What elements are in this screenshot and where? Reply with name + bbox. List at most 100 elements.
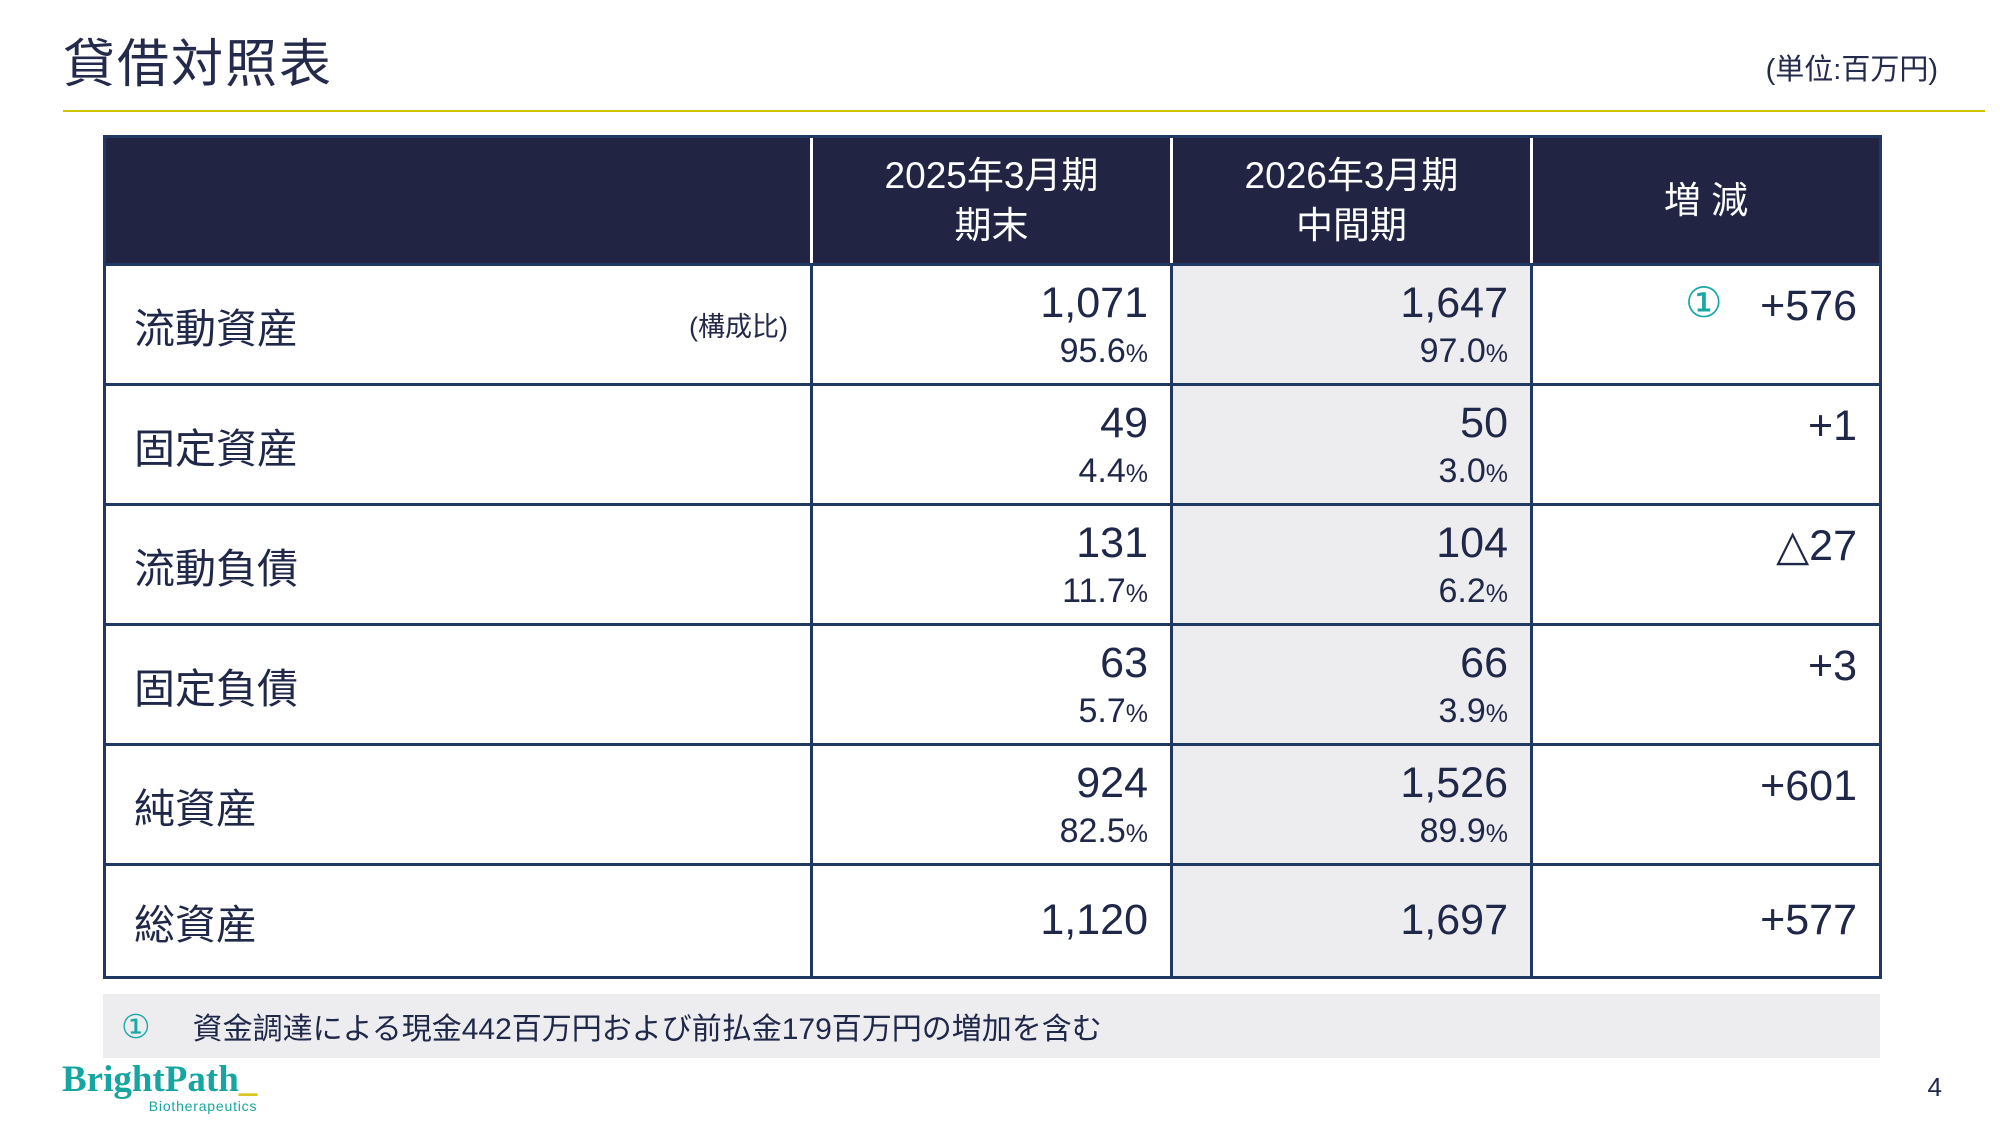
delta-value: +601 xyxy=(1760,762,1857,810)
cell-current-liabilities-2025: 131 11.7% xyxy=(810,503,1170,623)
ratio-value: 3.9 xyxy=(1438,691,1486,730)
logo-wordmark: BrightPath_ xyxy=(62,1059,258,1101)
ratio-value: 11.7 xyxy=(1062,571,1126,610)
ratio-2026: 3.9% xyxy=(1439,691,1509,732)
table-row-label-total-assets: 総資産 xyxy=(106,863,810,976)
table-header-delta: 増 減 xyxy=(1530,138,1879,263)
row-label: 流動資産 xyxy=(134,305,298,352)
cell-fixed-liabilities-2026: 66 3.9% xyxy=(1170,623,1530,743)
cell-fixed-assets-2026: 50 3.0% xyxy=(1170,383,1530,503)
header-2026-line1: 2026年3月期 xyxy=(1244,154,1459,196)
value-2026: 1,697 xyxy=(1400,896,1508,945)
cell-current-assets-delta: ① +576 xyxy=(1530,263,1879,383)
delta-value: +577 xyxy=(1760,896,1857,945)
delta-value: △27 xyxy=(1776,522,1857,570)
percent-sign: % xyxy=(1485,459,1508,488)
percent-sign: % xyxy=(1485,819,1508,848)
cell-total-assets-delta: +577 xyxy=(1530,863,1879,976)
logo-subtitle: Biotherapeutics xyxy=(148,1097,258,1114)
ratio-value: 95.6 xyxy=(1059,331,1126,370)
percent-sign: % xyxy=(1125,459,1148,488)
row-label: 総資産 xyxy=(134,902,257,948)
ratio-value: 82.5 xyxy=(1059,811,1126,850)
title-rule xyxy=(63,110,1985,112)
balance-sheet-table: 2025年3月期 期末 2026年3月期 中間期 増 減 流動資産 (構成比) … xyxy=(103,135,1882,979)
header-2025-line2: 期末 xyxy=(954,204,1029,246)
table-header-2026: 2026年3月期 中間期 xyxy=(1170,138,1530,263)
table-row-label-fixed-assets: 固定資産 xyxy=(106,383,810,503)
cell-fixed-assets-delta: +1 xyxy=(1530,383,1879,503)
ratio-2025: 82.5% xyxy=(1060,811,1148,852)
table-row-label-fixed-liabilities: 固定負債 xyxy=(106,623,810,743)
percent-sign: % xyxy=(1125,339,1148,368)
header-delta-label: 増 減 xyxy=(1663,179,1749,221)
ratio-value: 4.4 xyxy=(1078,451,1126,490)
cell-current-assets-2025: 1,071 95.6% xyxy=(810,263,1170,383)
cell-fixed-liabilities-2025: 63 5.7% xyxy=(810,623,1170,743)
ratio-value: 3.0 xyxy=(1438,451,1486,490)
value-2026: 104 xyxy=(1436,519,1508,568)
percent-sign: % xyxy=(1485,579,1508,608)
cell-current-liabilities-2026: 104 6.2% xyxy=(1170,503,1530,623)
ratio-2025: 95.6% xyxy=(1060,331,1148,372)
cell-fixed-liabilities-delta: +3 xyxy=(1530,623,1879,743)
value-2025: 924 xyxy=(1076,759,1148,808)
value-2025: 1,071 xyxy=(1040,279,1148,328)
table-header-blank xyxy=(106,138,810,263)
table-row-label-net-assets: 純資産 xyxy=(106,743,810,863)
row-label: 固定資産 xyxy=(134,425,298,472)
footnote-text: 資金調達による現金442百万円および前払金179百万円の増加を含む xyxy=(192,1013,1102,1046)
value-2026: 1,647 xyxy=(1400,279,1508,328)
footnote-marker-circle-1: ① xyxy=(1685,279,1723,326)
cell-net-assets-delta: +601 xyxy=(1530,743,1879,863)
ratio-2025: 11.7% xyxy=(1062,571,1148,612)
row-label: 純資産 xyxy=(134,785,257,832)
cell-net-assets-2025: 924 82.5% xyxy=(810,743,1170,863)
value-2026: 1,526 xyxy=(1400,759,1508,808)
ratio-2026: 97.0% xyxy=(1420,331,1508,372)
ratio-value: 5.7 xyxy=(1078,691,1126,730)
page-number: 4 xyxy=(1927,1072,1942,1102)
ratio-2025: 5.7% xyxy=(1079,691,1149,732)
cell-current-liabilities-delta: △27 xyxy=(1530,503,1879,623)
logo-name: BrightPath xyxy=(62,1059,239,1100)
percent-sign: % xyxy=(1485,699,1508,728)
delta-value: +1 xyxy=(1807,402,1857,450)
cell-current-assets-2026: 1,647 97.0% xyxy=(1170,263,1530,383)
ratio-value: 6.2 xyxy=(1438,571,1486,610)
value-2025: 131 xyxy=(1076,519,1148,568)
table-header-2025: 2025年3月期 期末 xyxy=(810,138,1170,263)
value-2026: 50 xyxy=(1460,399,1508,448)
cell-total-assets-2025: 1,120 xyxy=(810,863,1170,976)
value-2025: 49 xyxy=(1100,399,1148,448)
ratio-2026: 3.0% xyxy=(1439,451,1509,492)
cell-total-assets-2026: 1,697 xyxy=(1170,863,1530,976)
value-2026: 66 xyxy=(1460,639,1508,688)
footnote-bar: ① 資金調達による現金442百万円および前払金179百万円の増加を含む xyxy=(103,994,1880,1058)
percent-sign: % xyxy=(1125,579,1148,608)
percent-sign: % xyxy=(1485,339,1508,368)
row-label: 流動負債 xyxy=(134,545,298,592)
header-2025-line1: 2025年3月期 xyxy=(884,154,1099,196)
value-2025: 63 xyxy=(1100,639,1148,688)
cell-net-assets-2026: 1,526 89.9% xyxy=(1170,743,1530,863)
percent-sign: % xyxy=(1125,819,1148,848)
ratio-2026: 89.9% xyxy=(1420,811,1508,852)
page-title: 貸借対照表 xyxy=(63,36,334,94)
ratio-2025: 4.4% xyxy=(1079,451,1149,492)
row-label: 固定負債 xyxy=(134,665,298,712)
value-2025: 1,120 xyxy=(1040,896,1148,945)
delta-value: +576 xyxy=(1760,282,1857,330)
composition-ratio-label: (構成比) xyxy=(689,312,788,342)
table-row-label-current-liabilities: 流動負債 xyxy=(106,503,810,623)
unit-label: (単位:百万円) xyxy=(1765,54,1938,86)
percent-sign: % xyxy=(1125,699,1148,728)
brightpath-logo: BrightPath_ Biotherapeutics xyxy=(62,1059,258,1114)
logo-underscore: _ xyxy=(238,1059,258,1100)
cell-fixed-assets-2025: 49 4.4% xyxy=(810,383,1170,503)
delta-value: +3 xyxy=(1807,642,1857,690)
footnote-marker-circle-1: ① xyxy=(121,1007,151,1045)
ratio-2026: 6.2% xyxy=(1439,571,1509,612)
header-2026-line2: 中間期 xyxy=(1296,204,1407,246)
